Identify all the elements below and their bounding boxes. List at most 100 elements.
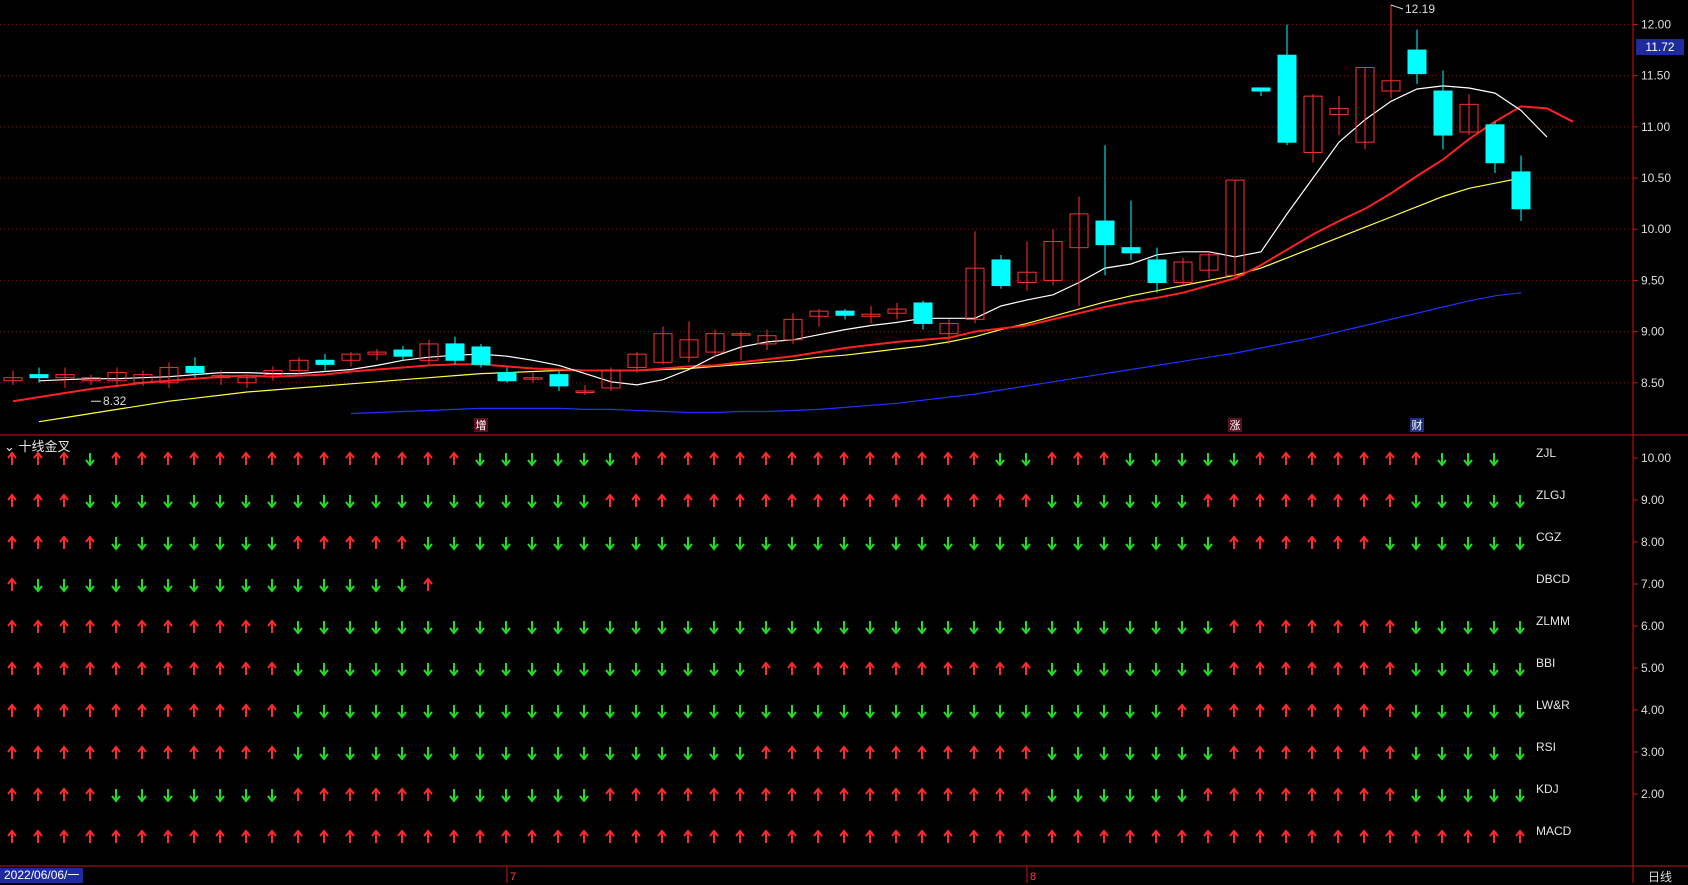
- arrow-up-icon: [1437, 829, 1447, 843]
- arrow-head: [501, 711, 511, 719]
- arrow-down-icon: [1385, 537, 1395, 551]
- arrow-up-icon: [1281, 619, 1291, 633]
- arrow-up-icon: [163, 619, 173, 633]
- arrow-head: [7, 577, 17, 585]
- arrow-head: [1125, 543, 1135, 551]
- arrow-head: [1515, 753, 1525, 761]
- arrow-head: [189, 795, 199, 803]
- arrow-down-icon: [397, 495, 407, 509]
- arrow-down-icon: [1437, 789, 1447, 803]
- indicator-title[interactable]: ⌄ 十线金叉: [4, 436, 71, 455]
- arrow-head: [33, 619, 43, 627]
- arrow-head: [1385, 829, 1395, 837]
- candle-body: [1043, 241, 1063, 281]
- period-label[interactable]: 日线: [1648, 870, 1673, 884]
- arrow-up-icon: [137, 829, 147, 843]
- arrow-head: [319, 829, 329, 837]
- arrow-down-icon: [319, 747, 329, 761]
- arrow-up-icon: [1229, 745, 1239, 759]
- arrow-head: [241, 543, 251, 551]
- arrow-head: [1411, 753, 1421, 761]
- arrow-up-icon: [371, 787, 381, 801]
- arrow-down-icon: [1229, 453, 1239, 467]
- arrow-up-icon: [761, 493, 771, 507]
- arrow-up-icon: [85, 829, 95, 843]
- arrow-up-icon: [1229, 661, 1239, 675]
- arrow-head: [995, 745, 1005, 753]
- candle-body: [419, 343, 439, 361]
- arrow-head: [1255, 703, 1265, 711]
- arrow-up-icon: [917, 829, 927, 843]
- arrow-head: [917, 493, 927, 501]
- arrow-down-icon: [1099, 621, 1109, 635]
- arrow-head: [163, 501, 173, 509]
- arrow-head: [579, 627, 589, 635]
- arrow-down-icon: [683, 621, 693, 635]
- arrow-down-icon: [475, 747, 485, 761]
- arrow-head: [163, 745, 173, 753]
- arrow-head: [241, 745, 251, 753]
- arrow-head: [657, 787, 667, 795]
- arrow-head: [7, 745, 17, 753]
- arrow-head: [1437, 501, 1447, 509]
- arrow-down-icon: [241, 537, 251, 551]
- arrow-head: [1125, 627, 1135, 635]
- arrow-head: [553, 459, 563, 467]
- arrow-up-icon: [1307, 493, 1317, 507]
- arrow-head: [85, 585, 95, 593]
- arrow-down-icon: [319, 621, 329, 635]
- arrow-head: [397, 711, 407, 719]
- arrow-head: [475, 669, 485, 677]
- price-tick-label: 9.50: [1641, 273, 1665, 287]
- arrow-down-icon: [449, 747, 459, 761]
- arrow-head: [787, 787, 797, 795]
- arrow-down-icon: [1073, 663, 1083, 677]
- arrow-down-icon: [1099, 789, 1109, 803]
- arrow-down-icon: [1411, 747, 1421, 761]
- candle-body: [991, 259, 1011, 287]
- arrow-head: [683, 669, 693, 677]
- arrow-up-icon: [917, 745, 927, 759]
- arrow-head: [1099, 669, 1109, 677]
- arrow-head: [1411, 669, 1421, 677]
- arrow-head: [709, 829, 719, 837]
- arrow-head: [1229, 787, 1239, 795]
- candle-body: [81, 377, 101, 382]
- arrow-head: [1359, 493, 1369, 501]
- arrow-up-icon: [761, 787, 771, 801]
- arrow-head: [683, 627, 693, 635]
- arrow-down-icon: [1177, 621, 1187, 635]
- arrow-down-icon: [683, 747, 693, 761]
- arrow-head: [1307, 745, 1317, 753]
- arrow-head: [1177, 543, 1187, 551]
- arrow-head: [267, 585, 277, 593]
- candle-body: [601, 370, 621, 389]
- arrow-up-icon: [1385, 703, 1395, 717]
- arrow-head: [189, 543, 199, 551]
- arrow-head: [397, 787, 407, 795]
- arrow-head: [1047, 543, 1057, 551]
- collapse-icon[interactable]: ⌄: [4, 439, 15, 454]
- arrow-head: [1463, 795, 1473, 803]
- arrow-down-icon: [1411, 705, 1421, 719]
- arrow-head: [215, 795, 225, 803]
- arrow-down-icon: [657, 663, 667, 677]
- candle-body: [315, 359, 335, 365]
- arrow-up-icon: [1229, 493, 1239, 507]
- arrow-head: [1177, 669, 1187, 677]
- arrow-head: [709, 627, 719, 635]
- arrow-down-icon: [1515, 537, 1525, 551]
- arrow-head: [1021, 459, 1031, 467]
- candle-body: [289, 359, 309, 372]
- arrow-down-icon: [1047, 663, 1057, 677]
- arrow-head: [1411, 501, 1421, 509]
- arrow-up-icon: [1385, 745, 1395, 759]
- arrow-down-icon: [735, 663, 745, 677]
- arrow-head: [423, 669, 433, 677]
- arrow-down-icon: [1463, 453, 1473, 467]
- arrow-head: [761, 745, 771, 753]
- arrow-down-icon: [1099, 495, 1109, 509]
- arrow-up-icon: [85, 535, 95, 549]
- arrow-head: [1047, 795, 1057, 803]
- arrow-head: [267, 619, 277, 627]
